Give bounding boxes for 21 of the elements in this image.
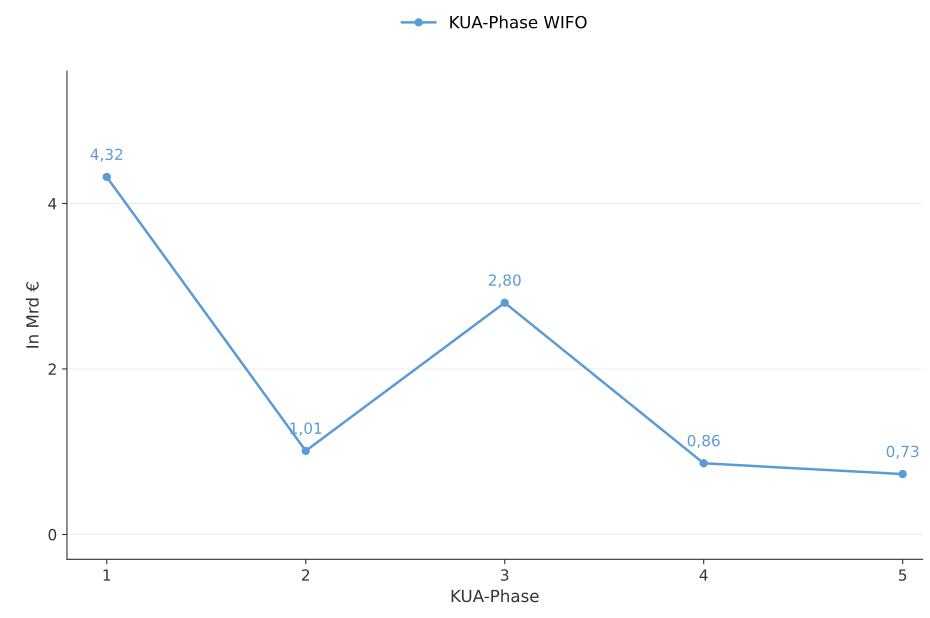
x-tick-label: 1 xyxy=(104,569,110,581)
point xyxy=(700,459,708,468)
data-label: 2,80 xyxy=(488,274,521,288)
x-tick-label: 5 xyxy=(898,569,906,581)
data-label: 0,73 xyxy=(886,446,918,459)
x-tick-label: 4 xyxy=(700,569,708,581)
x-axis-title: KUA-Phase xyxy=(452,589,539,602)
x-tick-label: 3 xyxy=(501,569,508,581)
y-tick-label: 2 xyxy=(48,363,56,375)
legend-label: KUA-Phase WIFO xyxy=(450,16,587,28)
x-tick-label: 2 xyxy=(302,569,310,581)
point xyxy=(500,298,509,307)
point xyxy=(898,470,907,478)
y-axis-title: In Mrd € xyxy=(26,282,39,348)
y-tick-label: 4 xyxy=(48,198,56,210)
point xyxy=(102,172,111,182)
point xyxy=(302,446,310,456)
data-label: 1,01 xyxy=(290,422,322,436)
y-tick-label: 0 xyxy=(48,528,56,540)
data-label: 4,32 xyxy=(90,148,122,162)
data-label: 0,86 xyxy=(688,434,720,448)
